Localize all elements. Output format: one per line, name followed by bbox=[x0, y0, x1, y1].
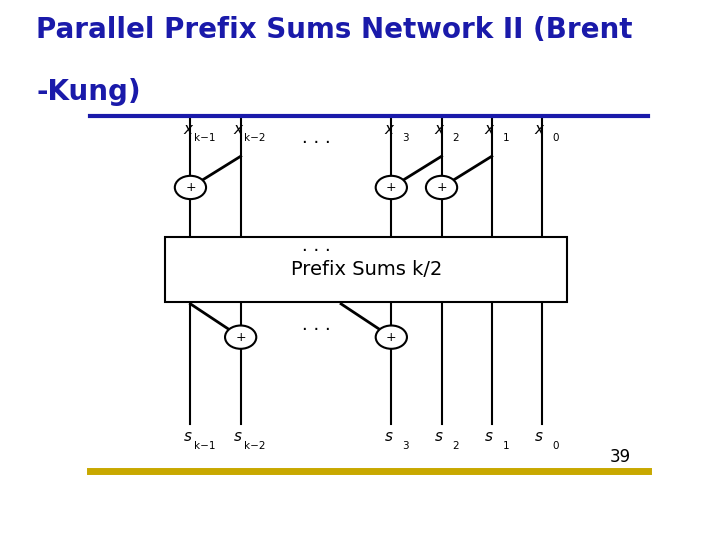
Text: k−2: k−2 bbox=[244, 133, 266, 144]
Circle shape bbox=[426, 176, 457, 199]
Text: s: s bbox=[485, 429, 493, 444]
Circle shape bbox=[376, 176, 407, 199]
Text: Parallel Prefix Sums Network II (Brent: Parallel Prefix Sums Network II (Brent bbox=[36, 16, 632, 44]
Circle shape bbox=[175, 176, 206, 199]
Text: +: + bbox=[235, 330, 246, 343]
Text: 3: 3 bbox=[402, 133, 408, 144]
Text: s: s bbox=[234, 429, 242, 444]
Text: 2: 2 bbox=[452, 441, 459, 451]
Circle shape bbox=[225, 326, 256, 349]
Text: +: + bbox=[185, 181, 196, 194]
Text: . . .: . . . bbox=[302, 129, 330, 146]
Text: s: s bbox=[384, 429, 392, 444]
Text: 2: 2 bbox=[452, 133, 459, 144]
Text: 39: 39 bbox=[610, 448, 631, 466]
Text: -Kung): -Kung) bbox=[36, 78, 140, 106]
Text: . . .: . . . bbox=[302, 316, 330, 334]
Text: Prefix Sums k/2: Prefix Sums k/2 bbox=[291, 260, 442, 279]
Text: k−1: k−1 bbox=[194, 441, 215, 451]
Text: 1: 1 bbox=[503, 133, 509, 144]
Text: . . .: . . . bbox=[302, 237, 330, 255]
Text: 3: 3 bbox=[402, 441, 408, 451]
Text: 0: 0 bbox=[553, 133, 559, 144]
Text: k−1: k−1 bbox=[194, 133, 215, 144]
Text: +: + bbox=[386, 330, 397, 343]
Text: s: s bbox=[435, 429, 443, 444]
Text: x: x bbox=[434, 122, 444, 137]
Text: s: s bbox=[184, 429, 192, 444]
Text: k−2: k−2 bbox=[244, 441, 266, 451]
Text: x: x bbox=[233, 122, 243, 137]
Text: +: + bbox=[386, 181, 397, 194]
Text: x: x bbox=[485, 122, 493, 137]
Bar bbox=[166, 238, 567, 302]
Text: x: x bbox=[183, 122, 192, 137]
Text: 1: 1 bbox=[503, 441, 509, 451]
Text: s: s bbox=[535, 429, 543, 444]
Circle shape bbox=[376, 326, 407, 349]
Text: 0: 0 bbox=[553, 441, 559, 451]
Text: +: + bbox=[436, 181, 447, 194]
Text: x: x bbox=[384, 122, 393, 137]
Text: x: x bbox=[535, 122, 544, 137]
